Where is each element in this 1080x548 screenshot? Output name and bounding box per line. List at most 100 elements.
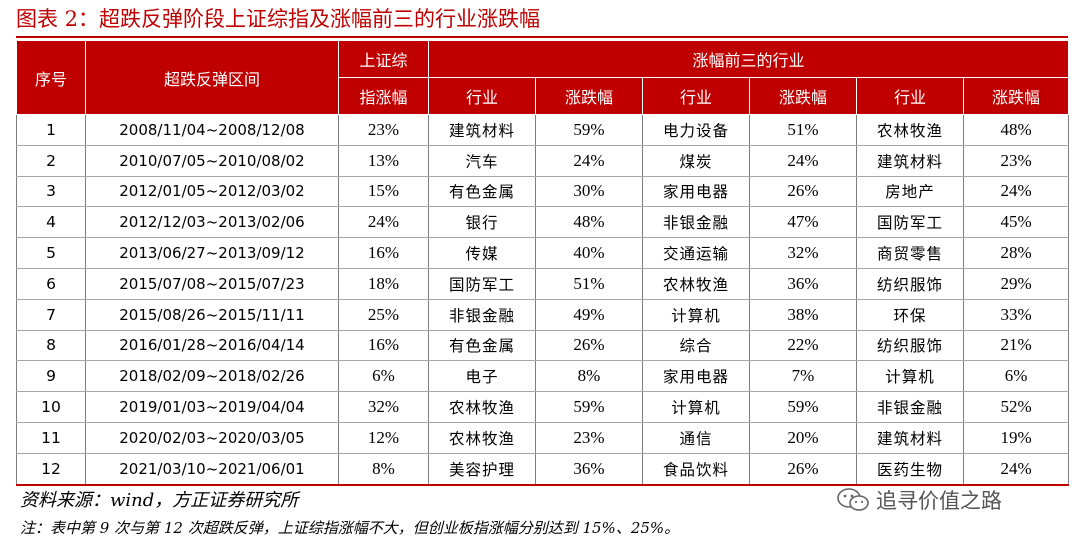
cell-change-3: 48% [962,114,1070,146]
table-row: 7 2015/08/26~2015/11/11 25% 非银金融 49% 计算机 38% 环保… [16,299,1070,331]
cell-index-change: 6% [338,360,429,393]
cell-change-3: 52% [962,391,1070,423]
cell-change-1: 40% [535,237,643,269]
table-body: 1 2008/11/04~2008/12/08 23% 建筑材料 59% 电力设备 51% 农… [16,114,1070,486]
cell-seq: 5 [16,237,86,269]
cell-industry-2: 食品饮料 [642,453,750,486]
cell-industry-3: 纺织服饰 [856,268,964,300]
cell-interval: 2012/01/05~2012/03/02 [85,176,339,208]
table-row: 6 2015/07/08~2015/07/23 18% 国防军工 51% 农林牧渔 36% 纺… [16,268,1070,300]
header-industry-1: 行业 [428,77,536,115]
cell-change-2: 26% [749,453,857,486]
cell-change-1: 51% [535,268,643,300]
cell-change-1: 36% [535,453,643,486]
cell-industry-3: 商贸零售 [856,237,964,269]
watermark: 追寻价值之路 [836,484,1002,516]
table-row: 11 2020/02/03~2020/03/05 12% 农林牧渔 23% 通信 20% 建筑… [16,422,1070,454]
cell-interval: 2008/11/04~2008/12/08 [85,114,339,146]
cell-industry-1: 美容护理 [428,453,536,486]
cell-industry-1: 汽车 [428,145,536,177]
cell-change-1: 59% [535,391,643,423]
cell-change-2: 59% [749,391,857,423]
cell-industry-3: 纺织服饰 [856,330,964,362]
title-divider [16,36,1068,38]
cell-industry-3: 非银金融 [856,391,964,423]
table-row: 2 2010/07/05~2010/08/02 13% 汽车 24% 煤炭 24% 建筑材料 2… [16,145,1070,177]
cell-interval: 2019/01/03~2019/04/04 [85,391,339,423]
table-row: 10 2019/01/03~2019/04/04 32% 农林牧渔 59% 计算机 59% 非… [16,391,1070,423]
table-row: 9 2018/02/09~2018/02/26 6% 电子 8% 家用电器 7% 计算机 6% [16,360,1070,393]
cell-industry-2: 电力设备 [642,114,750,146]
cell-change-3: 21% [962,330,1070,362]
cell-interval: 2016/01/28~2016/04/14 [85,330,339,362]
cell-industry-3: 医药生物 [856,453,964,486]
cell-interval: 2018/02/09~2018/02/26 [85,360,339,393]
cell-change-2: 36% [749,268,857,300]
cell-industry-3: 计算机 [856,360,964,393]
cell-index-change: 16% [338,237,429,269]
cell-change-1: 48% [535,206,643,239]
cell-industry-2: 通信 [642,422,750,454]
cell-industry-2: 计算机 [642,391,750,423]
cell-change-2: 38% [749,299,857,331]
header-index-line1: 上证综 [338,40,429,78]
cell-industry-1: 银行 [428,206,536,239]
header-industry-3: 行业 [856,77,964,115]
cell-change-1: 8% [535,360,643,393]
cell-seq: 9 [16,360,86,393]
cell-industry-2: 家用电器 [642,360,750,393]
cell-index-change: 8% [338,453,429,486]
cell-industry-2: 综合 [642,330,750,362]
cell-change-2: 7% [749,360,857,393]
cell-change-3: 24% [962,176,1070,208]
header-industry-2: 行业 [642,77,750,115]
cell-change-3: 6% [962,360,1070,393]
cell-industry-2: 家用电器 [642,176,750,208]
cell-interval: 2021/03/10~2021/06/01 [85,453,339,486]
cell-interval: 2010/07/05~2010/08/02 [85,145,339,177]
cell-change-2: 20% [749,422,857,454]
cell-index-change: 32% [338,391,429,423]
cell-industry-1: 电子 [428,360,536,393]
cell-seq: 3 [16,176,86,208]
table-row: 12 2021/03/10~2021/06/01 8% 美容护理 36% 食品饮料 26% 医… [16,453,1070,486]
table-row: 1 2008/11/04~2008/12/08 23% 建筑材料 59% 电力设备 51% 农… [16,114,1070,146]
header-top3: 涨幅前三的行业 [427,40,1070,78]
cell-seq: 7 [16,299,86,331]
cell-index-change: 25% [338,299,429,331]
cell-change-2: 26% [749,176,857,208]
cell-interval: 2020/02/03~2020/03/05 [85,422,339,454]
cell-industry-3: 房地产 [856,176,964,208]
footnote: 注：表中第 9 次与第 12 次超跌反弹，上证综指涨幅不大，但创业板指涨幅分别达… [20,519,680,537]
cell-change-1: 59% [535,114,643,146]
cell-interval: 2012/12/03~2013/02/06 [85,206,339,239]
cell-change-3: 19% [962,422,1070,454]
cell-index-change: 13% [338,145,429,177]
header-interval: 超跌反弹区间 [85,40,339,115]
cell-interval: 2013/06/27~2013/09/12 [85,237,339,269]
cell-seq: 6 [16,268,86,300]
header-change-1: 涨跌幅 [535,77,643,115]
cell-industry-2: 非银金融 [642,206,750,239]
cell-industry-1: 有色金属 [428,176,536,208]
cell-seq: 2 [16,145,86,177]
cell-change-3: 33% [962,299,1070,331]
header-change-2: 涨跌幅 [749,77,857,115]
wechat-icon [837,488,869,511]
cell-change-1: 26% [535,330,643,362]
cell-seq: 10 [16,391,86,423]
header-index-line2: 指涨幅 [338,77,429,115]
header-seq: 序号 [16,40,86,115]
cell-change-3: 45% [962,206,1070,239]
cell-change-2: 24% [749,145,857,177]
cell-change-2: 22% [749,330,857,362]
cell-index-change: 24% [338,206,429,239]
cell-seq: 1 [16,114,86,146]
cell-seq: 4 [16,206,86,239]
cell-change-3: 23% [962,145,1070,177]
table-row: 5 2013/06/27~2013/09/12 16% 传媒 40% 交通运输 32% 商贸零… [16,237,1070,269]
cell-index-change: 23% [338,114,429,146]
cell-industry-3: 国防军工 [856,206,964,239]
cell-industry-3: 建筑材料 [856,145,964,177]
source-note: 资料来源：wind，方正证券研究所 [20,490,299,511]
